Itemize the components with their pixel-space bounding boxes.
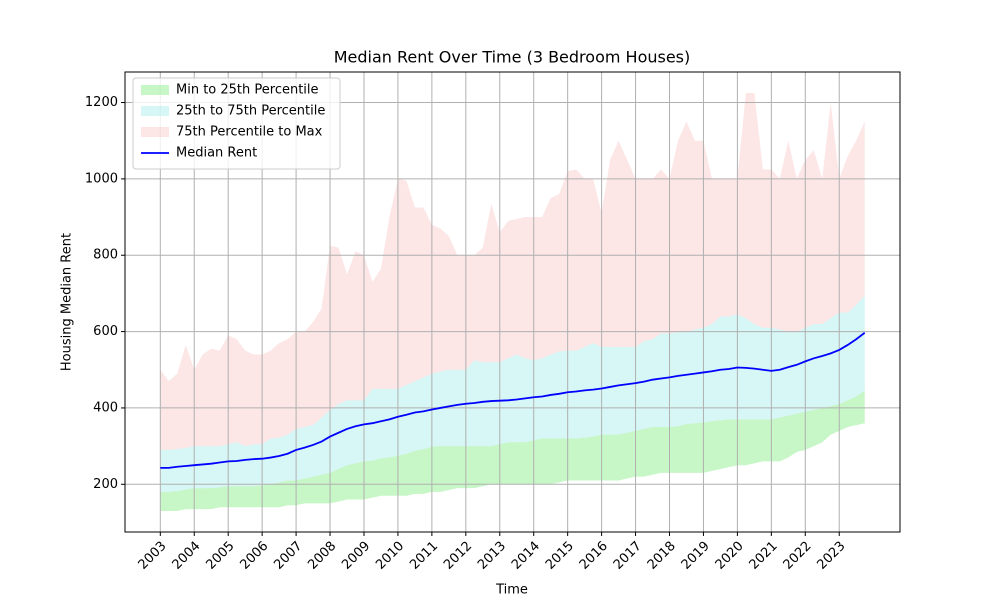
- legend-label: 25th to 75th Percentile: [176, 104, 325, 119]
- median-line: [160, 332, 866, 469]
- y-tick-label: 800: [93, 248, 118, 263]
- plot-frame: [124, 71, 901, 533]
- y-tick-label: 1000: [85, 171, 118, 186]
- legend-swatch: [141, 85, 169, 95]
- y-tick-label: 600: [93, 324, 118, 339]
- band-area: [160, 390, 865, 511]
- y-tick-label: 400: [93, 400, 118, 415]
- legend-swatch: [141, 106, 169, 116]
- band-area: [160, 93, 865, 450]
- legend-label: Min to 25th Percentile: [176, 83, 319, 98]
- legend-label: 75th Percentile to Max: [176, 125, 323, 140]
- y-tick-label: 1200: [85, 95, 118, 110]
- x-axis-label: Time: [495, 583, 528, 598]
- y-axis-label: Housing Median Rent: [60, 233, 75, 371]
- band-area: [160, 295, 865, 492]
- legend-swatch: [141, 127, 169, 137]
- y-tick-label: 200: [93, 477, 118, 492]
- legend-box: [132, 77, 341, 170]
- chart-title: Median Rent Over Time (3 Bedroom Houses): [334, 48, 691, 67]
- legend-label: Median Rent: [176, 146, 257, 161]
